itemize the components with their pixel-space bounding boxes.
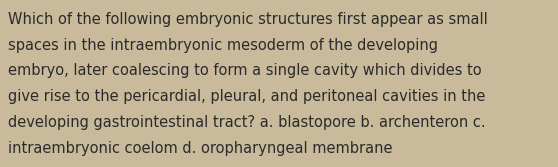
Text: spaces in the intraembryonic mesoderm of the developing: spaces in the intraembryonic mesoderm of… — [8, 38, 439, 53]
Text: developing gastrointestinal tract? a. blastopore b. archenteron c.: developing gastrointestinal tract? a. bl… — [8, 115, 486, 130]
Text: give rise to the pericardial, pleural, and peritoneal cavities in the: give rise to the pericardial, pleural, a… — [8, 89, 486, 104]
Text: Which of the following embryonic structures first appear as small: Which of the following embryonic structu… — [8, 12, 488, 27]
Text: embryo, later coalescing to form a single cavity which divides to: embryo, later coalescing to form a singl… — [8, 63, 482, 78]
Text: intraembryonic coelom d. oropharyngeal membrane: intraembryonic coelom d. oropharyngeal m… — [8, 141, 393, 156]
